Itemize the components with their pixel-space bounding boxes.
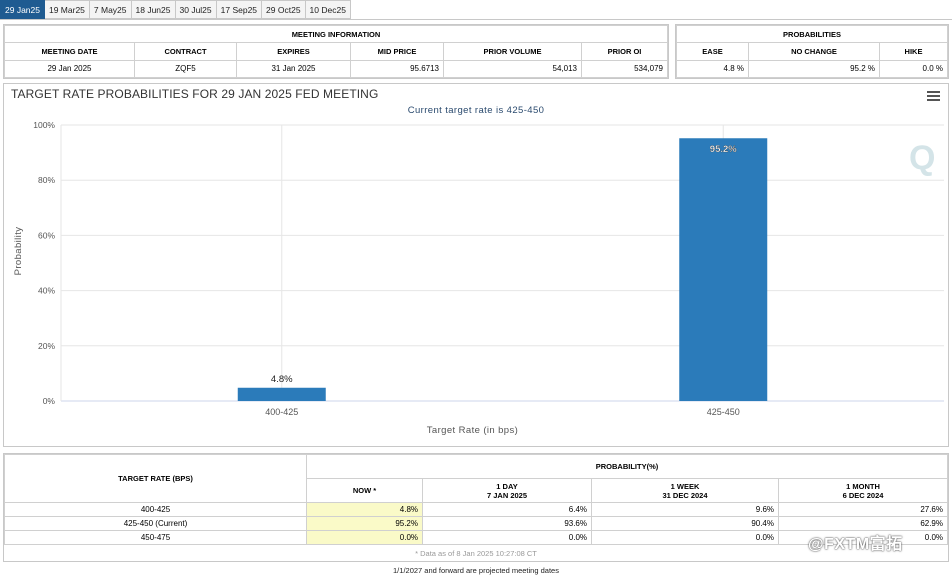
tab-divider	[0, 19, 952, 20]
quikstrike-watermark: Q	[909, 139, 936, 177]
tab-19-mar25[interactable]: 19 Mar25	[44, 0, 90, 19]
history-row: 450-475 0.0% 0.0% 0.0% 0.0%	[4, 530, 948, 545]
col-1-day: 1 DAY 7 JAN 2025	[422, 478, 592, 503]
expires-value: 31 Jan 2025	[236, 59, 351, 79]
row-prob-value: 93.6%	[422, 516, 592, 531]
x-tick-label: 400-425	[265, 407, 298, 417]
meeting-information-panel: MEETING INFORMATION MEETING DATE CONTRAC…	[3, 24, 669, 79]
row-prob-value: 95.2%	[306, 516, 423, 531]
probability-header: PROBABILITY(%)	[306, 454, 948, 479]
col-1-week: 1 WEEK 31 DEC 2024	[591, 478, 779, 503]
contract-value: ZQF5	[134, 59, 237, 79]
col-hike: HIKE	[879, 42, 948, 61]
bar-data-label: 95.2%	[710, 144, 737, 155]
data-timestamp-note: * Data as of 8 Jan 2025 10:27:08 CT	[415, 549, 537, 558]
y-axis-label: Probability	[13, 227, 24, 276]
col-prior-volume: PRIOR VOLUME	[443, 42, 582, 61]
meeting-info-header: MEETING INFORMATION	[4, 24, 668, 44]
history-row: 400-425 4.8% 6.4% 9.6% 27.6%	[4, 502, 948, 517]
y-tick-label: 40%	[38, 286, 55, 296]
row-target-rate: 400-425	[4, 502, 307, 517]
row-prob-value: 9.6%	[591, 502, 779, 517]
chart-panel: TARGET RATE PROBABILITIES FOR 29 JAN 202…	[3, 83, 949, 447]
x-tick-label: 425-450	[707, 407, 740, 417]
col-mid-price: MID PRICE	[350, 42, 444, 61]
row-target-rate: 450-475	[4, 530, 307, 545]
meeting-date-value: 29 Jan 2025	[4, 59, 135, 79]
row-prob-value: 6.4%	[422, 502, 592, 517]
probabilities-panel: PROBABILITIES EASE NO CHANGE HIKE 4.8 % …	[675, 24, 949, 79]
y-tick-label: 60%	[38, 230, 55, 240]
mid-price-value: 95.6713	[350, 59, 444, 79]
chart-subtitle: Current target rate is 425-450	[407, 105, 545, 116]
y-tick-label: 80%	[38, 175, 55, 185]
hike-value: 0.0 %	[879, 59, 948, 79]
col-contract: CONTRACT	[134, 42, 237, 61]
row-prob-value: 62.9%	[778, 516, 948, 531]
row-prob-value: 4.8%	[306, 502, 423, 517]
row-prob-value: 0.0%	[306, 530, 423, 545]
bar-data-label: 4.8%	[271, 374, 293, 385]
prior-oi-value: 534,079	[581, 59, 668, 79]
tab-29-oct25[interactable]: 29 Oct25	[262, 0, 306, 19]
bar-chart: 0% 20% 40% 60% 80% 100% 4.8% 400-425 95.2% 425-45…	[13, 120, 944, 436]
chart-title: TARGET RATE PROBABILITIES FOR 29 JAN 202…	[11, 87, 379, 101]
col-prior-oi: PRIOR OI	[581, 42, 668, 61]
tab-17-sep25[interactable]: 17 Sep25	[216, 0, 263, 19]
fxtm-watermark: @FXTM富拓	[808, 536, 903, 553]
tab-18-jun25[interactable]: 18 Jun25	[131, 0, 176, 19]
tab-10-dec25[interactable]: 10 Dec25	[305, 0, 351, 19]
tab-7-may25[interactable]: 7 May25	[89, 0, 132, 19]
history-row: 425-450 (Current) 95.2% 93.6% 90.4% 62.9%	[4, 516, 948, 531]
y-tick-label: 20%	[38, 341, 55, 351]
bar	[237, 387, 326, 401]
row-prob-value: 0.0%	[422, 530, 592, 545]
row-target-rate: 425-450 (Current)	[4, 516, 307, 531]
y-tick-label: 0%	[43, 396, 56, 406]
col-expires: EXPIRES	[236, 42, 351, 61]
col-now: NOW *	[306, 478, 423, 503]
projected-dates-note: 1/1/2027 and forward are projected meeti…	[393, 566, 559, 575]
bar	[679, 138, 768, 402]
y-tick-label: 100%	[33, 120, 55, 130]
tab-30-jul25[interactable]: 30 Jul25	[175, 0, 217, 19]
col-no-change: NO CHANGE	[748, 42, 880, 61]
probabilities-header: PROBABILITIES	[676, 24, 948, 44]
probability-history-panel: TARGET RATE (BPS) PROBABILITY(%) NOW * 1…	[3, 453, 949, 562]
col-1-month: 1 MONTH 6 DEC 2024	[778, 478, 948, 503]
no-change-value: 95.2 %	[748, 59, 880, 79]
prior-volume-value: 54,013	[443, 59, 582, 79]
chart-menu-icon[interactable]	[927, 91, 940, 101]
col-ease: EASE	[676, 42, 749, 61]
meeting-tabs: 29 Jan25 19 Mar25 7 May25 18 Jun25 30 Jul25 1…	[0, 0, 351, 19]
row-prob-value: 0.0%	[778, 530, 948, 545]
col-meeting-date: MEETING DATE	[4, 42, 135, 61]
ease-value: 4.8 %	[676, 59, 749, 79]
tab-29-jan25[interactable]: 29 Jan25	[0, 0, 45, 19]
row-prob-value: 0.0%	[591, 530, 779, 545]
row-prob-value: 90.4%	[591, 516, 779, 531]
row-prob-value: 27.6%	[778, 502, 948, 517]
target-rate-header: TARGET RATE (BPS)	[4, 454, 307, 503]
x-axis-label: Target Rate (in bps)	[427, 425, 518, 436]
